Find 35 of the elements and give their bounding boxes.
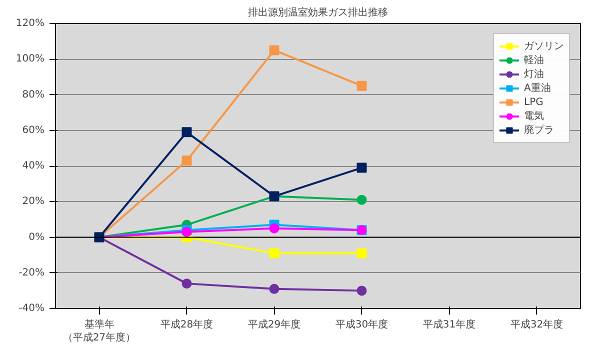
point — [356, 162, 367, 173]
legend-label: ガソリン — [524, 40, 564, 53]
y-tick-label: 80% — [22, 89, 45, 100]
x-tick-label: 平成32年度 — [510, 318, 564, 330]
point — [182, 127, 192, 138]
legend-label: 軽油 — [524, 54, 544, 67]
legend-label: 電気 — [524, 110, 544, 123]
point — [356, 248, 367, 258]
point — [182, 278, 192, 289]
x-tick-label: 基準年（平成27年度） — [62, 318, 136, 344]
legend-label: 廃プラ — [524, 124, 554, 137]
legend-label: 灯油 — [524, 68, 544, 81]
y-tick-label: 0% — [28, 232, 45, 243]
point — [269, 284, 280, 294]
point — [269, 223, 280, 234]
point — [269, 248, 280, 258]
y-tick-label: -20% — [18, 267, 45, 278]
x-tick-label: 平成31年度 — [422, 318, 476, 330]
chart-title: 排出源別温室効果ガス排出推移 — [248, 6, 388, 18]
point — [356, 194, 367, 205]
legend-label: A重油 — [524, 82, 551, 95]
x-tick-label: 平成28年度 — [160, 318, 214, 330]
y-tick-label: 120% — [16, 18, 45, 29]
point — [356, 286, 367, 296]
x-tick-label: 平成29年度 — [248, 318, 301, 330]
y-tick-label: 40% — [22, 160, 45, 172]
point — [182, 156, 192, 166]
y-tick-label: -40% — [18, 303, 45, 314]
y-tick-label: 100% — [16, 54, 45, 65]
legend-label: LPG — [524, 96, 544, 109]
y-tick-label: 60% — [22, 124, 45, 136]
x-tick-label: 平成30年度 — [335, 318, 388, 330]
point — [356, 80, 367, 91]
y-tick-label: 20% — [22, 196, 45, 208]
point — [269, 45, 280, 56]
